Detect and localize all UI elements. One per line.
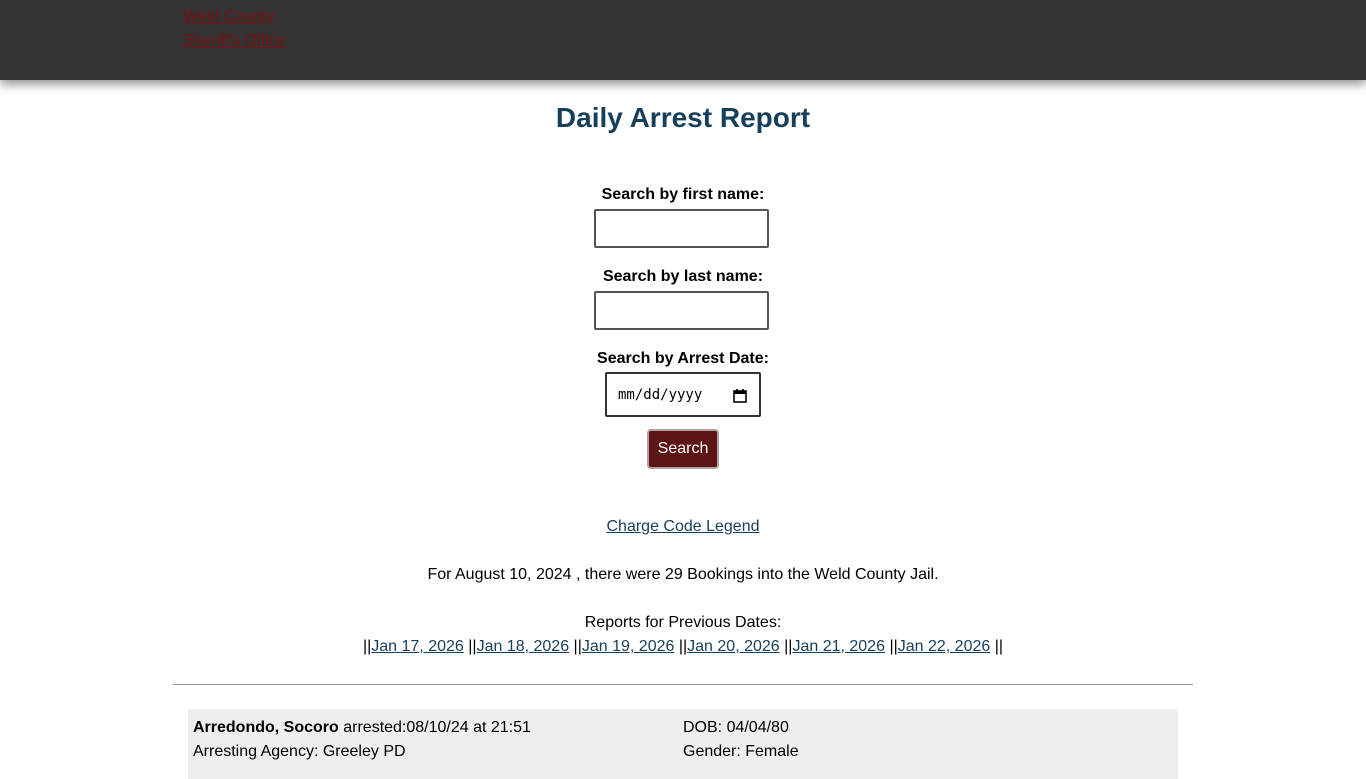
separator: || (678, 638, 688, 655)
search-button[interactable]: Search (647, 429, 719, 469)
date-link[interactable]: Jan 20, 2026 (687, 638, 780, 655)
date-input[interactable]: mm/dd/yyyy (605, 372, 761, 417)
separator: || (468, 638, 477, 655)
record: Arredondo, Socoro arrested:08/10/24 at 2… (188, 709, 1178, 779)
divider (173, 684, 1193, 685)
separator: || (889, 638, 898, 655)
calendar-icon[interactable] (733, 388, 747, 403)
date-link[interactable]: Jan 21, 2026 (792, 638, 885, 655)
record-name: Arredondo, Socoro (193, 719, 339, 736)
record-agency: Arresting Agency: Greeley PD (193, 743, 406, 760)
separator: || (362, 638, 372, 655)
date-link[interactable]: Jan 19, 2026 (581, 638, 675, 655)
date-label: Search by Arrest Date: (597, 350, 769, 367)
summary: For August 10, 2024 , there were 29 Book… (427, 566, 939, 583)
first-name-input[interactable] (594, 209, 769, 248)
first-name-label: Search by first name: (601, 186, 765, 203)
previous-dates: ||Jan 17, 2026 ||Jan 18, 2026 ||Jan 19, … (0, 637, 1366, 657)
legend-line: Charge Code Legend (0, 517, 1366, 537)
page-title: Daily Arrest Report (555, 102, 811, 133)
date-link[interactable]: Jan 18, 2026 (476, 638, 570, 655)
record-arrested: arrested:08/10/24 at 21:51 (343, 719, 531, 736)
record-line: Arredondo, Socoro arrested:08/10/24 at 2… (193, 718, 531, 738)
last-name-label: Search by last name: (602, 268, 764, 285)
separator: || (573, 638, 582, 655)
previous-heading: Reports for Previous Dates: (584, 614, 782, 631)
record-dob: DOB: 04/04/80 (683, 719, 789, 736)
date-link[interactable]: Jan 22, 2026 (897, 638, 991, 655)
header: Weld County Sheriff's Office (0, 0, 1366, 80)
separator: || (994, 638, 1004, 655)
legend-link[interactable]: Charge Code Legend (606, 518, 760, 535)
last-name-input[interactable] (594, 291, 769, 330)
separator: || (784, 638, 793, 655)
date-placeholder: mm/dd/yyyy (618, 387, 703, 403)
date-link[interactable]: Jan 17, 2026 (371, 638, 464, 655)
record-gender: Gender: Female (683, 743, 799, 760)
logo-link[interactable]: Weld County Sheriff's Office (183, 8, 286, 49)
